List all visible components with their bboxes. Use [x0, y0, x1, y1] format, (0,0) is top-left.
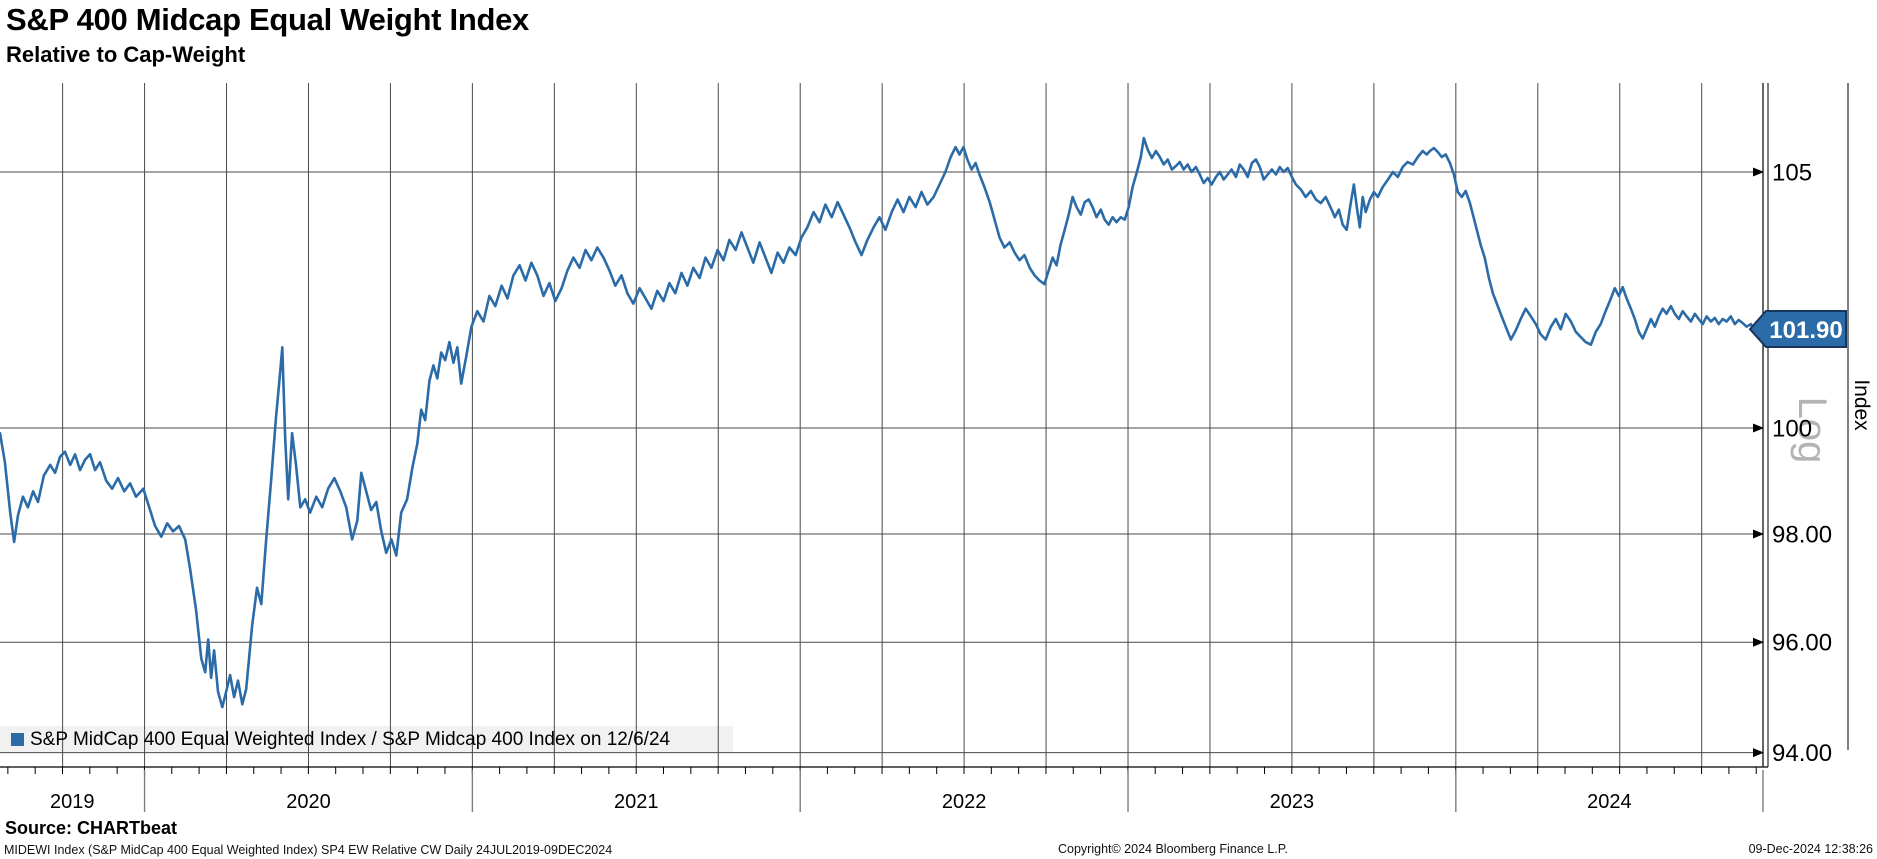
- page-title: S&P 400 Midcap Equal Weight Index: [6, 2, 529, 37]
- x-axis-year-label: 2019: [50, 791, 95, 813]
- legend-item[interactable]: S&P MidCap 400 Equal Weighted Index / S&…: [0, 726, 733, 753]
- x-axis-year-label: 2021: [614, 791, 659, 813]
- axis-tick-arrow-icon: [1753, 167, 1764, 177]
- legend-series-label: S&P MidCap 400 Equal Weighted Index / S&…: [30, 728, 671, 750]
- security-descriptor: MIDEWI Index (S&P MidCap 400 Equal Weigh…: [4, 843, 613, 857]
- x-axis-year-label: 2024: [1587, 791, 1632, 813]
- copyright-notice: Copyright© 2024 Bloomberg Finance L.P.: [1058, 842, 1288, 856]
- y-axis-tick-label: 105: [1772, 159, 1812, 186]
- last-price-badge-shape: [1748, 310, 1847, 349]
- x-axis-year-label: 2023: [1270, 791, 1315, 813]
- axis-tick-arrow-icon: [1753, 637, 1764, 647]
- y-axis-title: Index: [1850, 379, 1873, 431]
- y-axis-tick-label: 96.00: [1772, 630, 1832, 657]
- source-label: Source: CHARTbeat: [5, 818, 178, 838]
- axis-tick-arrow-icon: [1753, 748, 1764, 758]
- legend-background: [0, 726, 733, 753]
- y-axis-tick-label: 100: [1772, 416, 1812, 443]
- last-price-badge-value: 101.90: [1769, 317, 1842, 344]
- timestamp: 09-Dec-2024 12:38:26: [1748, 842, 1873, 856]
- axis-tick-arrow-icon: [1753, 529, 1764, 539]
- price-series-line: [0, 136, 1765, 709]
- x-axis-year-label: 2022: [942, 791, 987, 813]
- legend-series-marker-icon: [11, 733, 24, 746]
- page-subtitle: Relative to Cap-Weight: [6, 42, 246, 67]
- y-axis-tick-label: 94.00: [1772, 740, 1832, 767]
- axis-tick-arrow-icon: [1753, 423, 1764, 433]
- last-price-badge: 101.90: [1748, 310, 1847, 349]
- y-axis-tick-label: 98.00: [1772, 522, 1832, 549]
- x-axis-year-label: 2020: [286, 791, 331, 813]
